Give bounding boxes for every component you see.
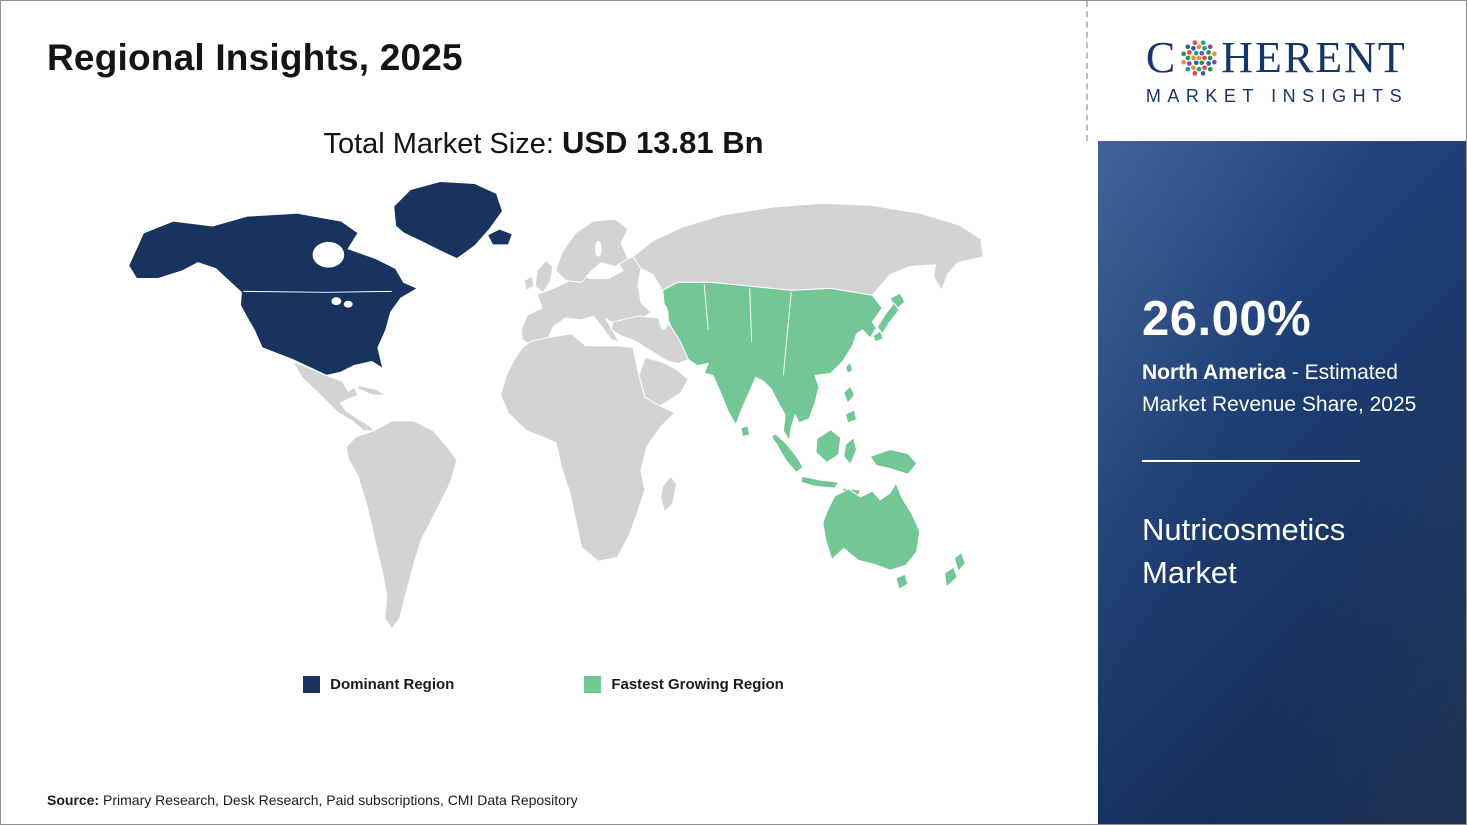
total-market-size: Total Market Size: USD 13.81 Bn <box>1 125 1086 161</box>
source-text: Primary Research, Desk Research, Paid su… <box>99 792 578 808</box>
region-australia <box>821 482 920 571</box>
region-new-guinea <box>869 449 917 475</box>
logo-globe-icon <box>1181 39 1217 76</box>
total-market-size-label: Total Market Size: <box>323 128 554 160</box>
market-share-description: North America - Estimated Market Revenue… <box>1142 357 1454 420</box>
region-ireland <box>523 275 535 292</box>
border-central-asia-2 <box>748 288 752 342</box>
border-china-sea <box>782 292 792 376</box>
map-country-borders <box>242 284 792 376</box>
caspian-sea <box>658 304 669 330</box>
region-sumatra <box>770 433 804 473</box>
fastest-region-swatch <box>584 676 602 693</box>
region-new-zealand-south <box>943 566 958 588</box>
great-lake-2 <box>343 300 353 308</box>
logo-text-c: C <box>1145 32 1178 82</box>
region-philippines-mindanao <box>844 409 857 424</box>
region-mexico-central-america <box>291 360 375 432</box>
region-new-zealand-north <box>953 551 966 573</box>
source-line: Source: Primary Research, Desk Research,… <box>1 792 1086 824</box>
dominant-region-swatch <box>303 676 321 693</box>
border-us-canada <box>242 290 392 293</box>
legend-item-dominant: Dominant Region <box>303 676 454 693</box>
total-market-size-value: USD 13.81 Bn <box>561 125 764 160</box>
regions-other <box>291 202 984 630</box>
legend-item-fastest: Fastest Growing Region <box>584 676 784 693</box>
panel-divider <box>1142 460 1360 462</box>
region-japan-honshu <box>876 302 900 335</box>
region-scandinavia <box>554 218 629 283</box>
page-title: Regional Insights, 2025 <box>47 37 463 78</box>
world-map <box>127 181 984 630</box>
market-name: Nutricosmetics Market <box>1142 512 1346 591</box>
region-taiwan <box>844 361 853 375</box>
main-content: Regional Insights, 2025 Total Market Siz… <box>1 1 1086 824</box>
region-iceland <box>486 228 513 246</box>
hudson-bay <box>312 241 344 268</box>
region-borneo <box>814 429 841 464</box>
region-sri-lanka <box>739 425 750 438</box>
logo-tagline: MARKET INSIGHTS <box>1145 85 1409 106</box>
region-greenland <box>392 181 503 260</box>
region-dominant-north-america <box>127 181 513 376</box>
market-share-region: North America <box>1142 361 1286 384</box>
market-share-value: 26.00% <box>1142 292 1312 346</box>
region-south-america <box>345 420 458 630</box>
cmi-logo: C HERENT MARKET INSIGHTS <box>1145 32 1409 107</box>
region-tasmania <box>894 573 908 590</box>
region-sulawesi <box>842 436 857 466</box>
region-uk <box>534 259 553 294</box>
source-label: Source: <box>47 792 100 808</box>
region-russia <box>631 202 984 296</box>
region-java <box>800 475 840 489</box>
logo-area: C HERENT MARKET INSIGHTS <box>1086 1 1466 141</box>
region-philippines-luzon <box>842 385 855 405</box>
gulf-of-bothnia <box>594 240 602 257</box>
market-share-desc-text: - Estimated Market Revenue Share, 2025 <box>1142 361 1417 416</box>
border-central-asia-1 <box>703 284 709 330</box>
highlight-panel: 26.00% North America - Estimated Market … <box>1098 141 1466 824</box>
fastest-region-label: Fastest Growing Region <box>611 676 784 693</box>
region-japan-kyushu <box>872 330 884 343</box>
dominant-region-label: Dominant Region <box>330 676 455 693</box>
region-asia-mainland <box>661 281 883 443</box>
logo-wordmark: C HERENT <box>1145 32 1408 82</box>
logo-text-herent: HERENT <box>1221 32 1407 82</box>
world-map-container <box>99 169 989 654</box>
map-water-details <box>312 240 669 330</box>
map-legend: Dominant Region Fastest Growing Region <box>1 676 1086 693</box>
region-madagascar <box>659 475 677 513</box>
great-lake-1 <box>330 297 341 306</box>
region-africa <box>499 333 675 562</box>
region-north-america-mainland <box>127 212 419 376</box>
region-cuba <box>357 384 388 396</box>
region-fastest-asia-pacific <box>661 281 966 590</box>
